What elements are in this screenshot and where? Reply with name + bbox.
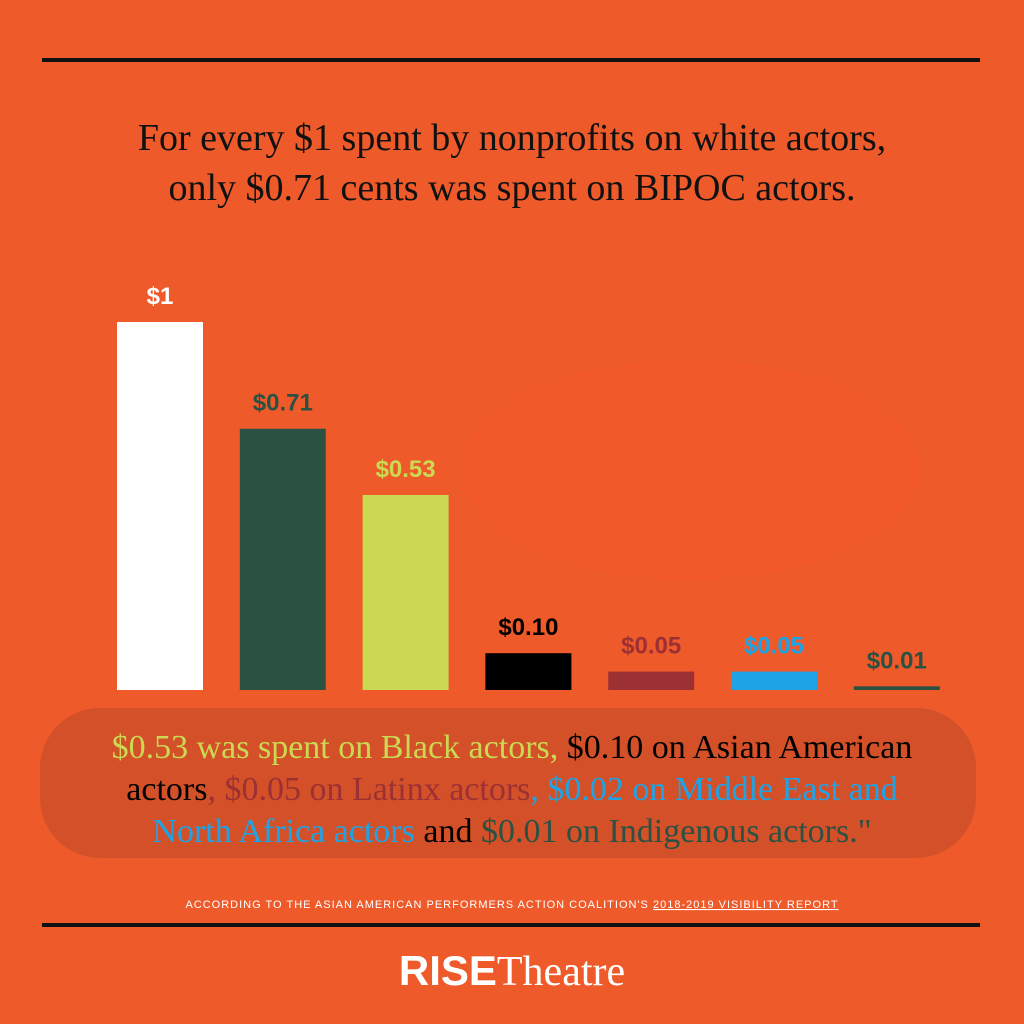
caption-segment: North Africa actors [152, 813, 414, 850]
caption-box [40, 708, 976, 858]
caption-line: North Africa actors and $0.01 on Indigen… [152, 813, 871, 850]
bar [117, 322, 203, 690]
value-label: $0.71 [253, 390, 313, 417]
caption-segment: actors [126, 771, 207, 808]
bar [485, 653, 572, 690]
caption-segment: $0.53 was spent on Black actors, [112, 729, 559, 766]
source-text: ACCORDING TO THE ASIAN AMERICAN PERFORME… [185, 899, 653, 911]
title-line: only $0.71 cents was spent on BIPOC acto… [168, 167, 855, 209]
value-label: $0.53 [376, 456, 436, 483]
value-label: $0.01 [867, 647, 927, 674]
caption-segment: , $0.02 on Middle East and [530, 771, 897, 808]
caption-segment: and [415, 813, 481, 850]
value-label: $0.05 [744, 633, 804, 660]
source-note: ACCORDING TO THE ASIAN AMERICAN PERFORME… [185, 899, 838, 911]
value-label: $1 [147, 283, 174, 310]
bar [608, 671, 695, 690]
value-label: $0.10 [498, 614, 558, 641]
logo-bold: RISE [399, 947, 497, 994]
value-label: $0.05 [621, 633, 681, 660]
source-link[interactable]: 2018-2019 VISIBILITY REPORT [653, 899, 839, 911]
bar-chart: $1 $0.71 $0.53 $0.10 $0.05 $0.05 $0.01 [117, 283, 940, 690]
caption-line: actors, $0.05 on Latinx actors, $0.02 on… [126, 771, 897, 808]
caption-segment: $0.10 on Asian American [558, 729, 912, 766]
bar [731, 671, 817, 690]
title-line: For every $1 spent by nonprofits on whit… [138, 117, 886, 159]
blur-patch [460, 360, 920, 580]
bar [362, 494, 449, 690]
caption-segment: $0.01 on Indigenous actors." [481, 813, 872, 850]
bar [239, 428, 326, 690]
caption-line: $0.53 was spent on Black actors, $0.10 o… [112, 729, 913, 766]
caption: $0.53 was spent on Black actors, $0.10 o… [112, 729, 913, 850]
logo-light: Theatre [497, 949, 625, 995]
logo: RISETheatre [399, 947, 625, 995]
bar [853, 686, 940, 690]
caption-segment: , $0.05 on Latinx actors [207, 771, 530, 808]
